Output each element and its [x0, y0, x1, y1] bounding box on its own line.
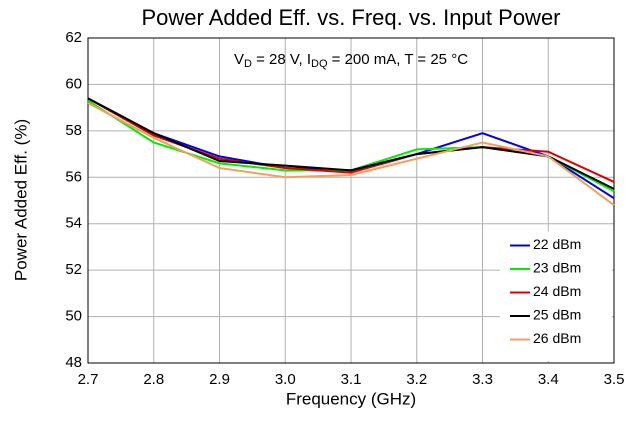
chart-title: Power Added Eff. vs. Freq. vs. Input Pow…	[141, 5, 560, 30]
x-tick-label: 2.7	[78, 371, 99, 388]
y-tick-label: 58	[65, 122, 82, 139]
annotation: VD = 28 V, IDQ = 200 mA, T = 25 °C	[234, 51, 468, 70]
y-tick-label: 54	[65, 215, 82, 232]
x-tick-label: 3.4	[538, 371, 559, 388]
legend-label: 24 dBm	[533, 283, 581, 299]
y-axis-label: Power Added Eff. (%)	[11, 119, 30, 281]
x-tick-label: 3.5	[604, 371, 625, 388]
plot-frame	[87, 37, 615, 364]
y-tick-label: 60	[65, 75, 82, 92]
y-tick-label: 62	[65, 29, 82, 46]
legend-label: 25 dBm	[533, 307, 581, 323]
annotation-part: DQ	[311, 58, 328, 70]
x-tick-label: 3.0	[275, 371, 296, 388]
data-line	[87, 97, 615, 190]
x-tick-label: 2.9	[209, 371, 230, 388]
x-tick-label: 3.1	[341, 371, 362, 388]
legend-label: 22 dBm	[533, 236, 581, 252]
x-tick-label: 3.2	[406, 371, 427, 388]
annotation-part: D	[244, 58, 252, 70]
y-tick-label: 48	[65, 354, 82, 371]
annotation-part: = 200 mA, T = 25 °C	[328, 51, 469, 68]
annotation-part: V	[234, 51, 244, 68]
y-tick-label: 50	[65, 308, 82, 325]
data-line	[87, 102, 615, 206]
x-tick-label: 2.8	[143, 371, 164, 388]
y-tick-label: 56	[65, 168, 82, 185]
y-tick-label: 52	[65, 261, 82, 278]
legend-label: 26 dBm	[533, 330, 581, 346]
legend-label: 23 dBm	[533, 260, 581, 276]
x-axis-label: Frequency (GHz)	[286, 389, 416, 408]
annotation-part: = 28 V, I	[252, 51, 311, 68]
x-tick-label: 3.3	[472, 371, 493, 388]
